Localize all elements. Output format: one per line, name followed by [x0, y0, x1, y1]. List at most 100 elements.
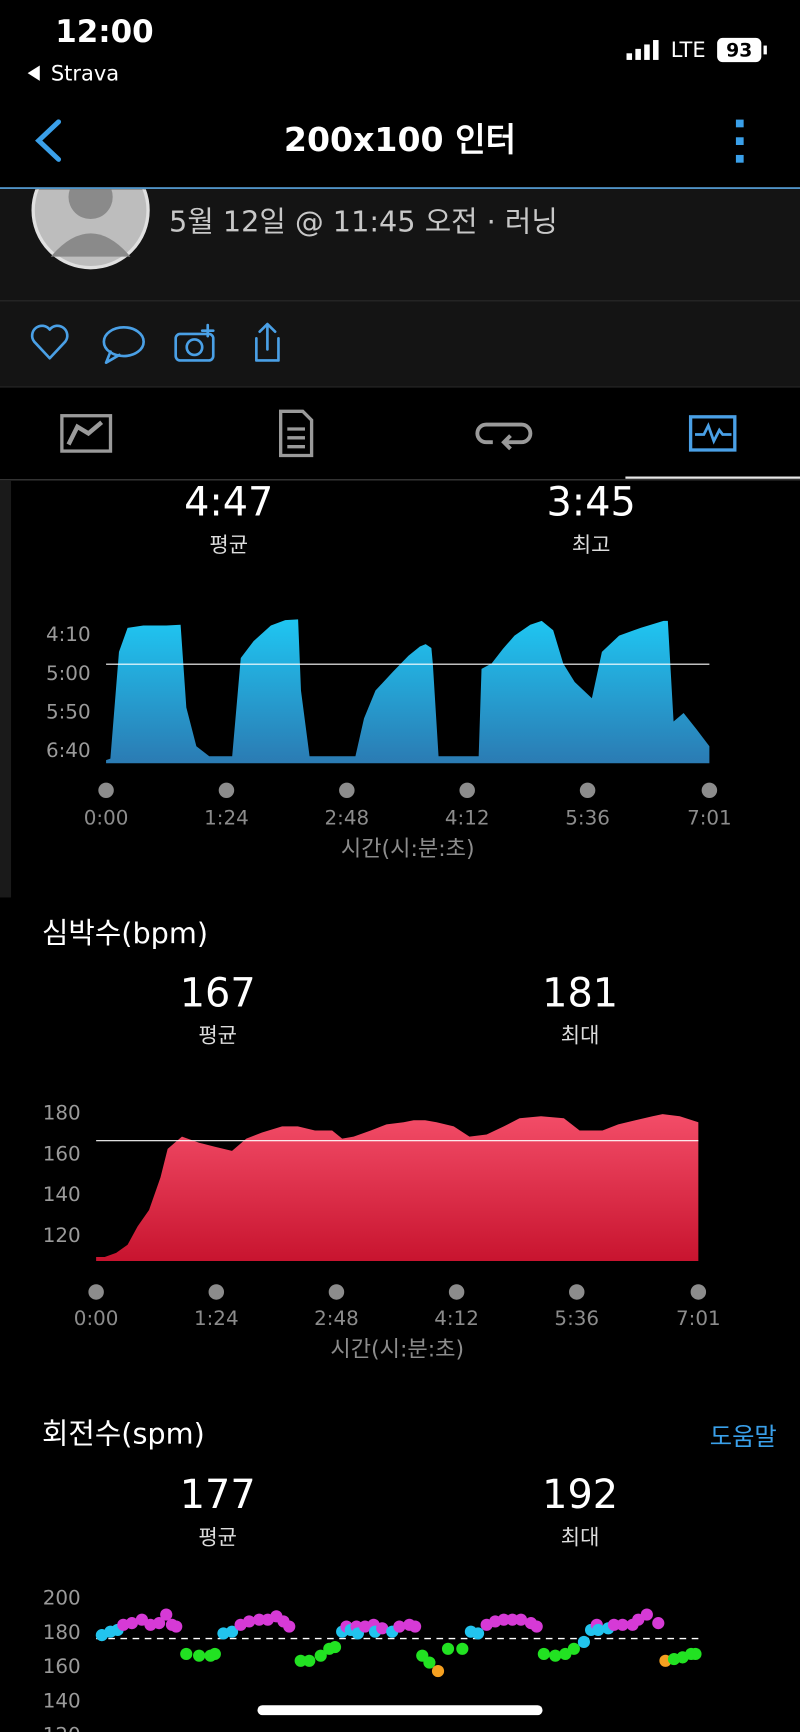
x-axis-label: 시간(시:분:초): [341, 836, 475, 862]
help-link[interactable]: 도움말: [710, 1422, 777, 1451]
laps-tab[interactable]: [475, 422, 533, 451]
x-tick-label: 4:12: [434, 1307, 479, 1330]
x-tick-mark: [569, 1284, 585, 1300]
cadence-point: [471, 1627, 485, 1640]
photo-icon[interactable]: [174, 323, 215, 362]
x-tick-label: 1:24: [194, 1307, 239, 1330]
stat-name: 평균: [209, 533, 248, 557]
section-title: 회전수(spm): [42, 1417, 205, 1451]
cadence-point: [152, 1617, 166, 1630]
cadence-point: [456, 1642, 469, 1655]
x-tick-mark: [701, 782, 718, 799]
cadence-point: [180, 1647, 193, 1661]
cadence-point: [537, 1647, 550, 1661]
cadence-point: [170, 1620, 183, 1633]
cadence-point: [225, 1625, 239, 1638]
battery-tip: [763, 45, 767, 55]
stat-value: 177: [180, 1472, 256, 1518]
cadence-point: [208, 1647, 221, 1661]
y-tick-label: 5:00: [46, 662, 91, 685]
back-app-arrow[interactable]: [27, 65, 40, 81]
stat-name: 최대: [561, 1525, 600, 1549]
x-tick-label: 0:00: [74, 1307, 119, 1330]
avatar[interactable]: [31, 153, 150, 270]
x-tick-mark: [208, 1284, 225, 1300]
stat-value: 4:47: [184, 480, 273, 526]
y-tick-label: 140: [43, 1689, 81, 1712]
cadence-point: [592, 1623, 605, 1637]
cadence-point: [616, 1618, 629, 1631]
cadence-point: [652, 1617, 665, 1630]
y-tick-label: 120: [43, 1224, 81, 1247]
like-icon[interactable]: [30, 324, 69, 360]
cadence-point: [303, 1654, 316, 1667]
cadence-point: [567, 1642, 580, 1655]
x-tick-label: 7:01: [687, 807, 732, 830]
cadence-point: [376, 1622, 389, 1635]
summary-tab[interactable]: [279, 409, 314, 458]
more-menu[interactable]: [735, 119, 744, 163]
map-tab[interactable]: [60, 414, 113, 453]
share-icon[interactable]: [255, 322, 280, 362]
charts-tab[interactable]: [688, 415, 737, 452]
battery-level: 93: [726, 41, 752, 62]
cadence-point: [549, 1649, 562, 1662]
back-button[interactable]: [35, 119, 62, 162]
x-tick-label: 4:12: [445, 807, 490, 830]
cadence-point: [314, 1649, 327, 1662]
x-tick-mark: [328, 1284, 345, 1300]
y-tick-label: 4:10: [46, 623, 91, 646]
charts: 4:47 평균 3:45 최고 4:10 5:00 5:50 6:40 0:00 1:24 2:48…: [42, 480, 732, 1732]
x-tick-mark: [448, 1284, 465, 1300]
cadence-point: [506, 1613, 519, 1626]
y-tick-label: 120: [43, 1724, 81, 1732]
cadence-point: [423, 1656, 436, 1669]
y-tick-label: 140: [43, 1183, 81, 1206]
back-app[interactable]: Strava: [51, 61, 119, 85]
x-tick-mark: [218, 782, 235, 799]
cadence-point: [193, 1649, 206, 1662]
section-title: 심박수(bpm): [42, 916, 208, 950]
cadence-point: [243, 1615, 256, 1628]
scroll-edge: [0, 480, 12, 898]
cadence-point: [294, 1654, 307, 1667]
y-tick-label: 200: [43, 1587, 81, 1610]
cadence-point: [328, 1641, 342, 1654]
stat-name: 최고: [572, 533, 611, 557]
battery-icon: [717, 37, 762, 63]
x-tick-label: 0:00: [84, 807, 129, 830]
x-tick-mark: [88, 1284, 104, 1300]
x-tick-mark: [579, 782, 596, 799]
cadence-point: [409, 1620, 422, 1633]
stat-name: 평균: [198, 1024, 237, 1048]
network: LTE: [671, 38, 706, 62]
y-tick-label: 160: [43, 1655, 81, 1678]
x-tick-label: 5:36: [565, 807, 610, 830]
x-tick-label: 5:36: [554, 1307, 599, 1330]
stat-value: 181: [542, 970, 618, 1016]
stat-name: 최대: [561, 1024, 600, 1048]
cadence-point: [431, 1665, 445, 1678]
x-tick-mark: [690, 1284, 707, 1300]
comment-icon[interactable]: [102, 326, 145, 365]
x-tick-label: 2:48: [325, 807, 370, 830]
y-tick-label: 6:40: [46, 739, 91, 762]
header-title: 200x100 인터: [284, 120, 516, 159]
stat-name: 평균: [198, 1525, 237, 1549]
home-indicator: [257, 1705, 543, 1716]
activity-subtitle: 5월 12일 @ 11:45 오전 · 러닝: [169, 204, 558, 238]
x-tick-label: 7:01: [676, 1307, 721, 1330]
y-tick-label: 5:50: [46, 700, 91, 723]
stat-value: 3:45: [547, 480, 636, 526]
header-bg: [0, 0, 800, 189]
x-tick-mark: [98, 782, 114, 799]
cadence-point: [689, 1647, 702, 1661]
stat-value: 167: [180, 970, 256, 1016]
cadence-point: [607, 1618, 621, 1631]
area: [96, 1114, 699, 1262]
cadence-point: [393, 1620, 406, 1633]
x-tick-label: 1:24: [204, 807, 249, 830]
cadence-point: [514, 1613, 528, 1626]
